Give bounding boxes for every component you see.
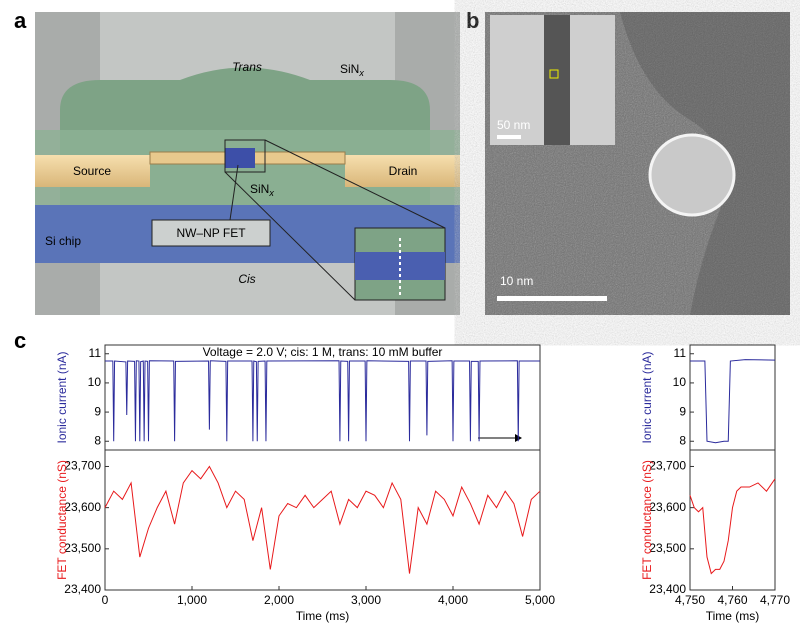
plot-frame: [689, 449, 776, 591]
scale-label: 50 nm: [497, 118, 530, 132]
y-tick-label: 8: [679, 433, 686, 447]
label: NW–NP FET: [176, 226, 246, 240]
label: Si chip: [45, 234, 81, 248]
plot-frame: [104, 449, 541, 591]
y-tick-label: 9: [679, 404, 686, 418]
y-tick-label: 10: [88, 375, 102, 389]
trace: [104, 465, 541, 574]
x-tick-label: 1,000: [177, 593, 207, 607]
panel-label: c: [14, 328, 26, 353]
y-tick-label: 23,700: [649, 459, 686, 473]
y-tick-label: 23,700: [64, 459, 101, 473]
trace: [105, 360, 540, 442]
device-box: [151, 219, 271, 247]
y-tick-label: 8: [94, 433, 101, 447]
label: Source: [73, 164, 111, 178]
trace: [689, 478, 776, 575]
y-tick-label: 23,600: [649, 500, 686, 514]
label: SiNx: [340, 62, 364, 78]
y-tick-label: 23,400: [64, 582, 101, 596]
x-axis-label: Time (ms): [296, 609, 350, 623]
y-tick-label: 11: [89, 346, 102, 360]
scale-bar: [497, 135, 521, 139]
y-tick-label: 9: [94, 404, 101, 418]
y-axis-label: Ionic current (nA): [55, 351, 69, 443]
x-tick-label: 4,750: [675, 593, 705, 607]
panel-label: b: [466, 8, 479, 33]
y-tick-label: 23,600: [64, 500, 101, 514]
y-axis-label: Ionic current (nA): [640, 351, 654, 443]
membrane-edge: [620, 12, 790, 315]
label: SiNx: [250, 182, 274, 198]
inset-wire: [544, 15, 570, 145]
zoom-box: [224, 139, 266, 173]
pore: [648, 133, 736, 217]
y-tick-label: 23,400: [649, 582, 686, 596]
label: Drain: [389, 164, 418, 178]
y-axis-label: FET conductance (nS): [55, 460, 69, 580]
x-tick-label: 5,000: [525, 593, 555, 607]
trace: [690, 359, 776, 444]
drain-pad: [345, 155, 460, 187]
y-tick-label: 23,500: [64, 541, 101, 555]
panel-label: a: [14, 8, 27, 33]
scale-label: 10 nm: [500, 274, 533, 288]
y-tick-label: 10: [673, 375, 687, 389]
inset-marker: [549, 69, 559, 79]
source-pad: [35, 155, 150, 187]
x-tick-label: 0: [102, 593, 109, 607]
device-pointer: [229, 164, 239, 221]
x-tick-label: 4,000: [438, 593, 468, 607]
x-tick-label: 4,760: [717, 593, 747, 607]
scale-bar: [497, 296, 607, 301]
x-tick-label: 3,000: [351, 593, 381, 607]
y-axis-label: FET conductance (nS): [640, 460, 654, 580]
label: Cis: [238, 272, 255, 286]
x-tick-label: 4,770: [760, 593, 790, 607]
y-tick-label: 11: [674, 346, 687, 360]
x-axis-label: Time (ms): [706, 609, 760, 623]
x-tick-label: 2,000: [264, 593, 294, 607]
zoom-line: [264, 139, 446, 229]
label: Trans: [232, 60, 262, 74]
y-tick-label: 23,500: [649, 541, 686, 555]
annotation: Voltage = 2.0 V; cis: 1 M, trans: 10 mM …: [203, 345, 443, 359]
zoom-line: [224, 171, 356, 301]
nanopore-region: [225, 148, 255, 168]
